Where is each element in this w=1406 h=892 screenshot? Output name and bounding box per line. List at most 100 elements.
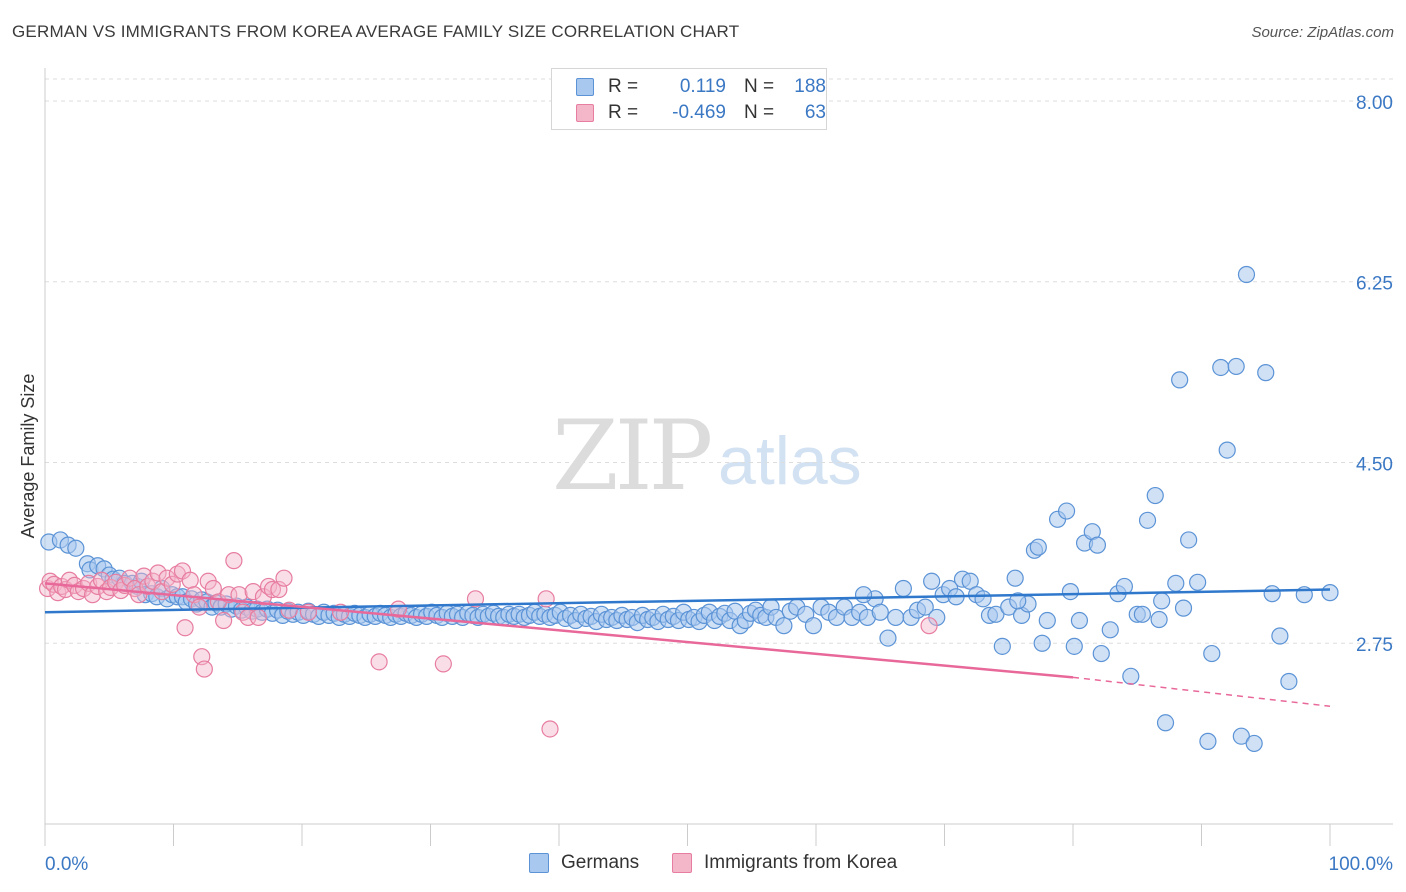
korea-point bbox=[370, 653, 388, 671]
germans-point bbox=[1156, 714, 1175, 732]
korea-point bbox=[135, 567, 153, 585]
korea-swatch bbox=[576, 104, 594, 122]
germans-point bbox=[1232, 727, 1250, 745]
germans-point bbox=[1038, 611, 1056, 630]
germans-point bbox=[1115, 577, 1134, 596]
bottom-legend-germans: Germans bbox=[529, 852, 639, 874]
germans-point bbox=[1138, 511, 1157, 529]
germans-point bbox=[871, 603, 889, 621]
y-axis-label: Average Family Size bbox=[18, 374, 38, 539]
korea-point bbox=[244, 583, 262, 601]
germans-point bbox=[1101, 621, 1119, 639]
germans-point bbox=[1218, 441, 1236, 459]
y-tick-label: 6.25 bbox=[1356, 274, 1393, 295]
korea-point bbox=[181, 571, 199, 589]
germans-point bbox=[1088, 536, 1107, 554]
germans-point bbox=[1203, 644, 1221, 663]
r-value: 0.119 bbox=[679, 76, 726, 97]
germans-point bbox=[1092, 644, 1110, 663]
r-label: R = bbox=[608, 76, 639, 97]
germans-point bbox=[974, 590, 992, 608]
germans-point bbox=[67, 539, 85, 557]
germans-point bbox=[775, 617, 793, 635]
korea-point bbox=[230, 586, 248, 604]
korea-legend-label: Immigrants from Korea bbox=[704, 852, 898, 873]
korea-point bbox=[190, 598, 208, 616]
germans-point bbox=[1122, 667, 1140, 685]
n-label: N = bbox=[744, 76, 775, 97]
germans-point bbox=[1029, 538, 1047, 556]
germans-point bbox=[1280, 672, 1298, 691]
germans-point bbox=[916, 598, 934, 616]
chart-title: GERMAN VS IMMIGRANTS FROM KOREA AVERAGE … bbox=[12, 22, 740, 41]
n-value: 63 bbox=[804, 102, 826, 123]
watermark-atlas: atlas bbox=[718, 423, 862, 499]
germans-point bbox=[1174, 599, 1193, 617]
germans-legend-swatch bbox=[529, 853, 549, 873]
germans-point bbox=[1006, 569, 1024, 587]
source-label: Source: ZipAtlas.com bbox=[1251, 24, 1394, 41]
germans-point bbox=[1180, 531, 1198, 549]
germans-point bbox=[1070, 611, 1089, 630]
korea-point bbox=[466, 590, 485, 608]
germans-point bbox=[854, 586, 873, 604]
r-value: -0.469 bbox=[672, 102, 726, 123]
korea-point bbox=[215, 611, 233, 630]
germans-point bbox=[1237, 265, 1256, 284]
y-tick-label: 8.00 bbox=[1356, 93, 1393, 114]
germans-point bbox=[1271, 627, 1289, 645]
germans-point bbox=[1061, 583, 1080, 601]
korea-point bbox=[249, 608, 267, 627]
korea-point bbox=[195, 660, 213, 678]
y-tick-label: 2.75 bbox=[1356, 635, 1393, 656]
germans-point bbox=[1171, 371, 1189, 389]
y-tick-label: 4.50 bbox=[1356, 454, 1393, 475]
korea-point bbox=[275, 569, 293, 587]
germans-trend-line bbox=[44, 588, 1331, 614]
germans-point bbox=[987, 605, 1005, 623]
germans-point bbox=[1227, 357, 1245, 376]
germans-point bbox=[887, 608, 905, 627]
germans-point bbox=[1245, 734, 1263, 753]
germans-legend-label: Germans bbox=[561, 852, 640, 873]
korea-point bbox=[225, 552, 243, 570]
germans-point bbox=[1199, 732, 1217, 750]
germans-point bbox=[1057, 502, 1076, 520]
germans-point bbox=[804, 617, 823, 635]
korea-point bbox=[121, 569, 139, 587]
r-label: R = bbox=[608, 102, 639, 123]
n-label: N = bbox=[744, 102, 775, 123]
germans-point bbox=[1263, 585, 1281, 603]
korea-point bbox=[254, 588, 273, 606]
correlation-legend: R = 0.119 N = 188 R = -0.469 N = 63 bbox=[551, 68, 827, 130]
germans-point bbox=[1212, 358, 1230, 377]
germans-point bbox=[1009, 592, 1027, 610]
germans-point bbox=[894, 579, 912, 598]
korea-legend-swatch bbox=[672, 853, 692, 873]
korea-point bbox=[149, 564, 167, 582]
korea-point bbox=[434, 655, 452, 673]
germans-point bbox=[993, 637, 1011, 655]
germans-point bbox=[1065, 637, 1083, 655]
germans-point bbox=[879, 629, 897, 647]
germans-point bbox=[923, 572, 941, 590]
x-tick-label: 100.0% bbox=[1329, 854, 1394, 875]
germans-point bbox=[1033, 634, 1051, 652]
korea-point bbox=[263, 580, 282, 599]
germans-point bbox=[1133, 605, 1151, 623]
legend-row-germans: R = 0.119 N = 188 bbox=[576, 75, 826, 99]
germans-point bbox=[1153, 592, 1171, 610]
germans-swatch bbox=[576, 78, 594, 96]
legend-row-korea: R = -0.469 N = 63 bbox=[576, 101, 826, 125]
korea-point bbox=[176, 619, 194, 637]
germans-point bbox=[1189, 573, 1207, 591]
korea-point bbox=[541, 720, 559, 738]
germans-point bbox=[1257, 364, 1275, 382]
watermark-zip: ZIP bbox=[552, 400, 713, 512]
korea-point bbox=[920, 617, 938, 635]
n-value: 188 bbox=[794, 76, 826, 97]
germans-point bbox=[1146, 486, 1164, 505]
germans-point bbox=[1167, 574, 1185, 592]
korea-point bbox=[163, 575, 181, 593]
